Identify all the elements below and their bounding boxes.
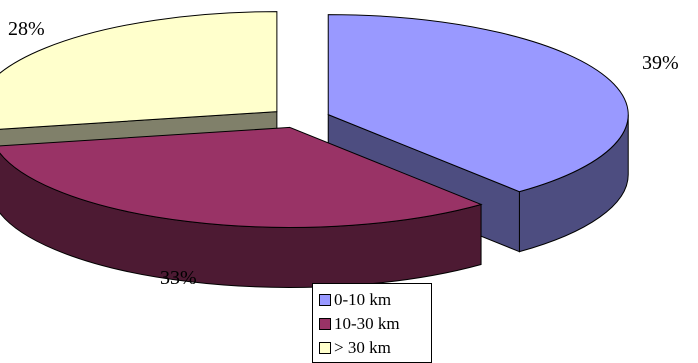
- label-10-30km: 33%: [160, 267, 197, 289]
- legend-swatch-over-30km: [319, 342, 331, 354]
- legend-label-over-30km: > 30 km: [334, 338, 391, 357]
- slice-labels: 39% 33% 28%: [8, 18, 679, 289]
- legend-label-0-10km: 0-10 km: [334, 290, 392, 309]
- pie-top-10-30km: [0, 126, 483, 228]
- legend-swatch-10-30km: [319, 318, 331, 330]
- pie-slices: [0, 11, 629, 288]
- legend-label-10-30km: 10-30 km: [334, 314, 400, 333]
- label-0-10km: 39%: [642, 52, 679, 74]
- chart-legend: 0-10 km 10-30 km > 30 km: [312, 283, 432, 363]
- legend-item-10-30km: 10-30 km: [319, 312, 431, 336]
- legend-swatch-0-10km: [319, 294, 331, 306]
- pie-slice-10-30km: [0, 126, 483, 288]
- pie-top-over-30km: [0, 11, 278, 130]
- label-over-30km: 28%: [8, 18, 45, 40]
- legend-item-0-10km: 0-10 km: [319, 288, 431, 312]
- pie-top-0-10km: [327, 14, 629, 193]
- legend-item-over-30km: > 30 km: [319, 336, 431, 360]
